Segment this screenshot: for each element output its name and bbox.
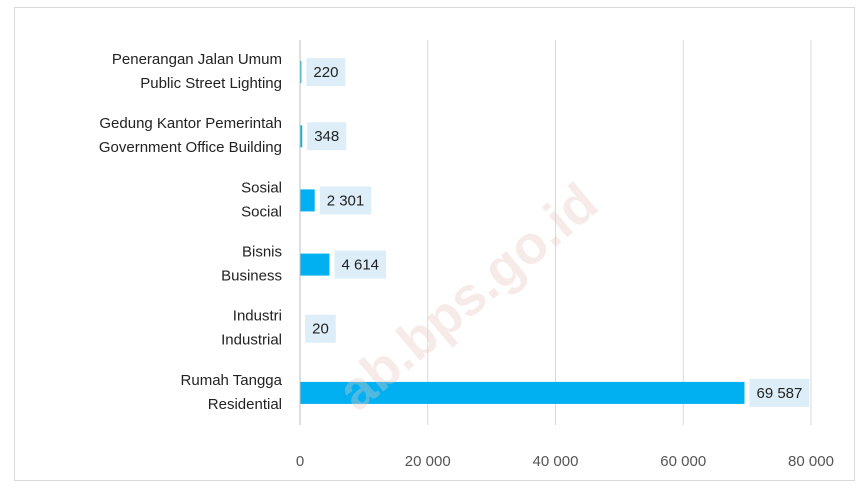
data-label: 20: [312, 321, 329, 338]
y-tick-label: Gedung Kantor Pemerintah: [99, 115, 282, 132]
data-label-group: 2 301: [319, 186, 372, 215]
data-label-group: 69 587: [749, 378, 810, 407]
bar: [300, 61, 302, 84]
y-tick-label: Rumah Tangga: [181, 372, 283, 389]
x-tick-label: 80 000: [788, 453, 834, 470]
y-tick-label: Industrial: [221, 332, 282, 349]
y-tick-label: Bisnis: [242, 244, 282, 261]
data-label-bg: [305, 314, 336, 343]
data-label: 2 301: [327, 192, 365, 209]
bar: [300, 253, 330, 276]
data-label: 220: [313, 64, 338, 81]
y-tick-label: Government Office Building: [99, 139, 282, 156]
data-label-bg: [334, 250, 387, 279]
data-label-group: 20: [305, 314, 336, 343]
data-label-bg: [306, 58, 346, 87]
y-tick-label: Residential: [208, 396, 282, 413]
data-label: 69 587: [756, 385, 802, 402]
data-label-group: 348: [307, 122, 347, 151]
data-label-group: 220: [306, 58, 346, 87]
y-tick-label: Social: [241, 203, 282, 220]
bar: [300, 125, 303, 148]
data-label-bg: [749, 378, 810, 407]
y-tick-label: Penerangan Jalan Umum: [112, 51, 282, 68]
y-tick-label: Industri: [233, 308, 282, 325]
x-tick-label: 20 000: [405, 453, 451, 470]
x-tick-label: 0: [296, 453, 304, 470]
x-tick-label: 40 000: [533, 453, 579, 470]
bar: [300, 189, 315, 212]
y-tick-label: Public Street Lighting: [140, 75, 282, 92]
data-label: 4 614: [341, 257, 379, 274]
y-tick-label: Sosial: [241, 179, 282, 196]
data-label-group: 4 614: [334, 250, 387, 279]
y-tick-label: Business: [221, 268, 282, 285]
data-label-bg: [319, 186, 372, 215]
data-label-bg: [307, 122, 347, 151]
bar: [300, 381, 745, 404]
data-label: 348: [314, 128, 339, 145]
x-tick-label: 60 000: [660, 453, 706, 470]
